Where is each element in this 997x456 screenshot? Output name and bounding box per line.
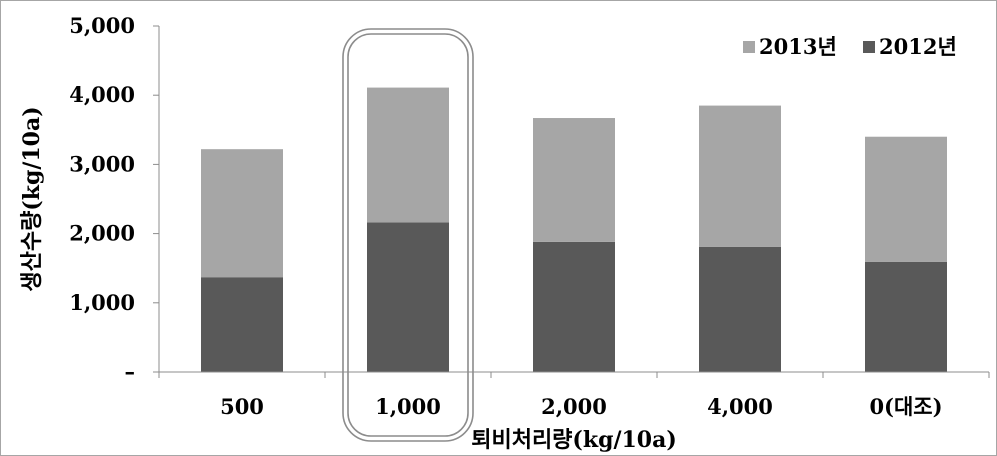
bar-2013년-1-000 (367, 87, 449, 223)
labels-layer: – 1,000 2,000 3,000 4,000 5,000 500 1,000 2,000 4… (19, 13, 943, 453)
legend-swatch-2013년 (743, 41, 755, 53)
highlight-outline-outer (342, 28, 474, 442)
x-tick-label: 2,000 (541, 394, 607, 419)
bar-2012년-2-000 (533, 241, 615, 372)
y-axis-title: 생산수량(kg/10a) (19, 106, 45, 291)
y-tick-label: 2,000 (69, 221, 135, 246)
bar-2012년-1-000 (367, 222, 449, 372)
legend: 2013년 2012년 (743, 34, 957, 59)
bar-2012년-0-대조 (865, 261, 947, 372)
x-tick-label: 1,000 (375, 394, 441, 419)
highlight-layer (342, 28, 474, 442)
highlight-outline-inner (347, 33, 469, 437)
y-tick-label: 3,000 (69, 151, 135, 176)
y-tick-label: 4,000 (69, 82, 135, 107)
bar-2013년-2-000 (533, 118, 615, 242)
x-tick-label: 500 (220, 394, 264, 419)
y-tick-label: 5,000 (69, 13, 135, 38)
bar-2012년-500 (201, 277, 283, 372)
bar-2013년-0-대조 (865, 136, 947, 262)
bar-2012년-4-000 (699, 246, 781, 372)
legend-label-2013년: 2013년 (759, 34, 837, 59)
legend-label-2012년: 2012년 (879, 34, 957, 59)
bars-layer (201, 87, 947, 372)
y-tick-label: – (125, 359, 136, 384)
legend-swatch-2012년 (863, 41, 875, 53)
y-tick-label: 1,000 (69, 290, 135, 315)
x-tick-label: 0(대조) (869, 394, 942, 419)
axes-layer (153, 25, 990, 378)
x-tick-label: 4,000 (707, 394, 773, 419)
x-axis-title: 퇴비처리량(kg/10a) (471, 427, 677, 453)
bar-2013년-4-000 (699, 105, 781, 247)
bar-2013년-500 (201, 149, 283, 278)
